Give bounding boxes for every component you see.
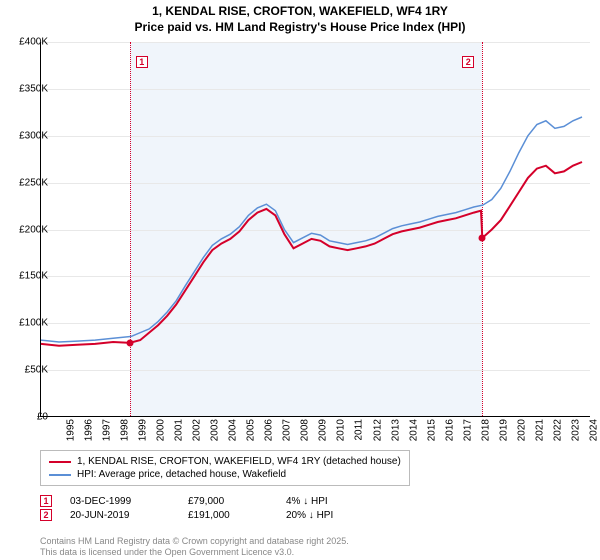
plot-area: 12 <box>40 42 590 417</box>
sale-row: 1 03-DEC-1999 £79,000 4% ↓ HPI <box>40 494 376 508</box>
y-axis-label: £0 <box>8 412 48 423</box>
gridline <box>41 370 590 371</box>
y-axis-label: £50K <box>8 365 48 376</box>
sale-dot <box>479 234 486 241</box>
x-axis-label: 2017 <box>462 419 473 441</box>
legend-swatch <box>49 474 71 476</box>
x-axis-label: 2012 <box>372 419 383 441</box>
x-axis-label: 2016 <box>444 419 455 441</box>
x-axis-label: 2014 <box>408 419 419 441</box>
sale-vline <box>482 42 483 416</box>
legend: 1, KENDAL RISE, CROFTON, WAKEFIELD, WF4 … <box>40 450 410 486</box>
legend-label: HPI: Average price, detached house, Wake… <box>77 469 286 480</box>
x-axis-label: 1995 <box>65 419 76 441</box>
x-axis-label: 2005 <box>246 419 257 441</box>
gridline <box>41 136 590 137</box>
x-axis-label: 2022 <box>552 419 563 441</box>
gridline <box>41 230 590 231</box>
y-axis-label: £250K <box>8 177 48 188</box>
sale-index-box: 2 <box>40 509 52 521</box>
sale-marker-box: 1 <box>136 56 148 68</box>
x-axis-label: 2006 <box>264 419 275 441</box>
x-axis-label: 1998 <box>119 419 130 441</box>
sale-date: 20-JUN-2019 <box>70 510 170 521</box>
legend-label: 1, KENDAL RISE, CROFTON, WAKEFIELD, WF4 … <box>77 456 401 467</box>
y-axis-label: £100K <box>8 318 48 329</box>
attribution-footer: Contains HM Land Registry data © Crown c… <box>40 536 349 558</box>
sale-dot <box>126 339 133 346</box>
y-axis-label: £350K <box>8 83 48 94</box>
legend-row: 1, KENDAL RISE, CROFTON, WAKEFIELD, WF4 … <box>49 455 401 468</box>
y-axis-label: £300K <box>8 130 48 141</box>
x-axis-label: 2020 <box>516 419 527 441</box>
sale-vline <box>130 42 131 416</box>
x-axis-label: 2009 <box>318 419 329 441</box>
x-axis-label: 2007 <box>282 419 293 441</box>
sale-marker-box: 2 <box>462 56 474 68</box>
x-axis-label: 2024 <box>588 419 599 441</box>
x-axis-label: 2003 <box>210 419 221 441</box>
y-axis-label: £400K <box>8 37 48 48</box>
x-axis-label: 2010 <box>336 419 347 441</box>
sale-price: £79,000 <box>188 496 268 507</box>
footer-line-2: This data is licensed under the Open Gov… <box>40 547 349 558</box>
x-axis-label: 2004 <box>228 419 239 441</box>
x-axis-label: 2019 <box>498 419 509 441</box>
footer-line-1: Contains HM Land Registry data © Crown c… <box>40 536 349 547</box>
sales-table: 1 03-DEC-1999 £79,000 4% ↓ HPI 2 20-JUN-2019 £… <box>40 494 376 522</box>
sale-price: £191,000 <box>188 510 268 521</box>
x-axis-label: 2002 <box>191 419 202 441</box>
x-axis-label: 1996 <box>83 419 94 441</box>
x-axis-label: 2001 <box>173 419 184 441</box>
gridline <box>41 323 590 324</box>
x-axis-label: 2008 <box>300 419 311 441</box>
sale-pct: 20% ↓ HPI <box>286 510 376 521</box>
sale-pct: 4% ↓ HPI <box>286 496 376 507</box>
sale-date: 03-DEC-1999 <box>70 496 170 507</box>
sale-index-box: 1 <box>40 495 52 507</box>
gridline <box>41 276 590 277</box>
legend-swatch <box>49 461 71 463</box>
y-axis-label: £150K <box>8 271 48 282</box>
x-axis-label: 1997 <box>101 419 112 441</box>
x-axis-label: 2013 <box>390 419 401 441</box>
chart-container: 1, KENDAL RISE, CROFTON, WAKEFIELD, WF4 … <box>0 0 600 560</box>
x-axis-label: 2018 <box>480 419 491 441</box>
title-line-1: 1, KENDAL RISE, CROFTON, WAKEFIELD, WF4 … <box>0 4 600 20</box>
gridline <box>41 89 590 90</box>
x-axis-label: 1999 <box>137 419 148 441</box>
gridline <box>41 183 590 184</box>
x-axis-label: 2015 <box>426 419 437 441</box>
x-axis-label: 2000 <box>155 419 166 441</box>
y-axis-label: £200K <box>8 224 48 235</box>
x-axis-label: 2021 <box>534 419 545 441</box>
legend-row: HPI: Average price, detached house, Wake… <box>49 468 401 481</box>
gridline <box>41 42 590 43</box>
chart-title: 1, KENDAL RISE, CROFTON, WAKEFIELD, WF4 … <box>0 0 600 35</box>
sale-row: 2 20-JUN-2019 £191,000 20% ↓ HPI <box>40 508 376 522</box>
title-line-2: Price paid vs. HM Land Registry's House … <box>0 20 600 36</box>
x-axis-label: 2023 <box>570 419 581 441</box>
x-axis-label: 2011 <box>353 419 364 441</box>
